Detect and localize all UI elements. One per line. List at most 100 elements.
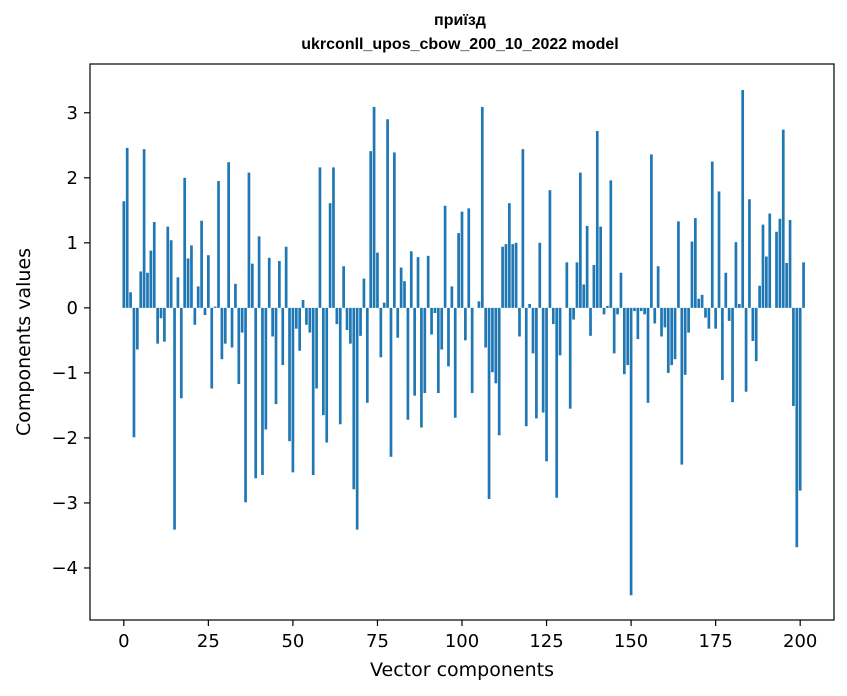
bar xyxy=(619,272,623,308)
bar xyxy=(521,149,525,308)
bar xyxy=(501,246,504,308)
bar xyxy=(693,218,697,308)
bar xyxy=(261,307,264,475)
bar xyxy=(484,307,488,348)
bar xyxy=(139,271,143,308)
bar xyxy=(575,262,579,308)
chart-title: приїзд xyxy=(434,12,486,29)
bar xyxy=(781,129,785,308)
bar xyxy=(491,307,494,373)
x-tick-label: 100 xyxy=(445,631,479,652)
bar xyxy=(230,307,234,348)
bar xyxy=(548,190,552,308)
bar xyxy=(579,172,582,308)
bar xyxy=(399,267,403,308)
bar xyxy=(568,307,572,409)
bar xyxy=(372,106,376,308)
bar xyxy=(480,106,484,308)
y-tick-label: −1 xyxy=(51,363,78,384)
bar xyxy=(423,307,427,394)
bar xyxy=(213,306,217,308)
bar xyxy=(223,307,227,344)
y-tick-label: −2 xyxy=(51,428,78,449)
bar xyxy=(379,307,383,358)
bar xyxy=(606,305,609,308)
bar xyxy=(524,307,528,427)
bar xyxy=(440,307,444,350)
bar xyxy=(710,161,714,308)
bar xyxy=(795,307,799,548)
bar xyxy=(274,307,278,405)
bar xyxy=(294,307,298,329)
bar xyxy=(355,307,359,530)
bar xyxy=(761,224,765,308)
bar xyxy=(176,277,180,308)
y-tick-label: 3 xyxy=(67,103,78,124)
x-axis-label: Vector components xyxy=(370,659,554,681)
x-tick-label: 25 xyxy=(197,631,220,652)
bar xyxy=(352,307,356,490)
chart-subtitle: ukrconll_upos_cbow_200_10_2022 model xyxy=(301,36,619,53)
bar xyxy=(271,307,274,337)
bar xyxy=(737,303,741,308)
bar xyxy=(311,307,315,475)
bar xyxy=(406,307,410,420)
bar xyxy=(207,255,210,308)
bar xyxy=(558,307,562,356)
bar xyxy=(335,307,339,325)
x-tick-label: 75 xyxy=(366,631,389,652)
bar xyxy=(687,307,690,333)
bar xyxy=(643,307,646,315)
bar xyxy=(792,307,795,407)
bar xyxy=(727,307,731,321)
bar xyxy=(680,307,684,465)
bar xyxy=(169,240,173,308)
bar xyxy=(332,167,335,308)
bar xyxy=(528,303,531,308)
bar xyxy=(751,307,755,342)
bar xyxy=(734,242,738,308)
bar xyxy=(135,307,139,350)
bar xyxy=(315,307,318,389)
bar xyxy=(585,225,589,308)
bar xyxy=(433,307,437,314)
x-axis: 0 25 50 75 100 125 150 175 200 xyxy=(118,620,817,652)
bar xyxy=(616,307,619,315)
bar xyxy=(288,307,291,442)
bar xyxy=(318,167,322,308)
bar xyxy=(714,307,717,329)
bar xyxy=(382,302,386,308)
bar xyxy=(328,203,332,308)
bar xyxy=(741,90,745,308)
bar xyxy=(531,307,535,354)
bar xyxy=(240,307,244,333)
bar xyxy=(541,307,545,413)
bar xyxy=(369,151,373,308)
bar xyxy=(785,262,789,308)
bar xyxy=(788,220,792,308)
bar xyxy=(234,283,237,308)
bar xyxy=(237,307,241,384)
x-tick-label: 0 xyxy=(118,631,129,652)
bar xyxy=(217,181,220,308)
bar xyxy=(193,307,197,325)
bar xyxy=(724,272,728,308)
bar xyxy=(798,307,802,491)
bar xyxy=(690,241,694,308)
bar xyxy=(264,307,268,430)
bar xyxy=(142,149,146,308)
bar xyxy=(721,307,724,381)
bar xyxy=(338,307,342,425)
bar xyxy=(443,205,447,308)
bar xyxy=(565,262,569,308)
y-tick-label: −4 xyxy=(51,558,78,579)
bar xyxy=(802,262,805,308)
bar xyxy=(389,307,393,457)
bar xyxy=(457,233,460,308)
bar xyxy=(152,222,156,308)
bar xyxy=(132,307,136,438)
bar xyxy=(683,307,687,375)
bar xyxy=(487,307,491,500)
bar xyxy=(507,203,511,308)
bar xyxy=(589,307,592,336)
